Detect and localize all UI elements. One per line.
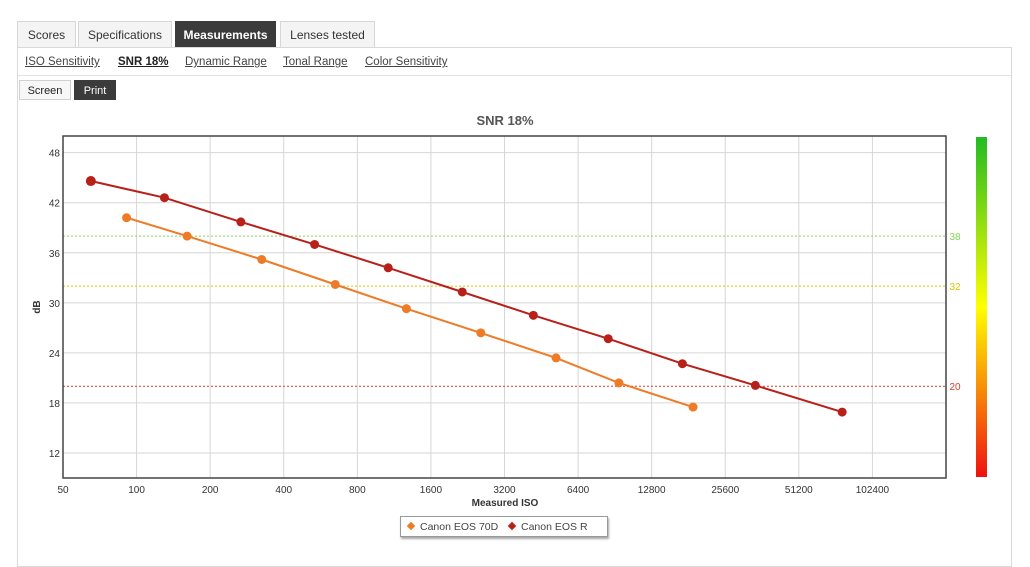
- grid: [63, 136, 946, 478]
- subnav-snr-18[interactable]: SNR 18%: [118, 56, 169, 68]
- tab-lenses-tested[interactable]: Lenses tested: [280, 21, 375, 47]
- legend-marker-eos-70d: [406, 521, 416, 531]
- y-tick-label: 48: [49, 149, 61, 160]
- legend-label-eos-70d: Canon EOS 70D: [420, 521, 499, 533]
- reference-label: 20: [949, 382, 961, 393]
- subnav-iso-sensitivity[interactable]: ISO Sensitivity: [25, 56, 100, 68]
- subnav-tonal-range[interactable]: Tonal Range: [283, 56, 348, 68]
- data-point: [614, 378, 624, 388]
- tab-scores[interactable]: Scores: [17, 21, 76, 47]
- color-scale-bar: [976, 137, 987, 477]
- data-point: [528, 310, 538, 320]
- print-button[interactable]: Print: [74, 80, 116, 100]
- x-tick-label: 51200: [785, 485, 813, 496]
- y-tick-label: 24: [49, 349, 61, 360]
- data-point: [401, 304, 411, 314]
- data-point: [476, 328, 486, 338]
- measurements-panel: ISO Sensitivity SNR 18% Dynamic Range To…: [17, 47, 1012, 567]
- subnav-divider: [18, 75, 1011, 76]
- subnav-color-sensitivity[interactable]: Color Sensitivity: [365, 56, 448, 68]
- x-tick-label: 50: [57, 485, 69, 496]
- chart-title: SNR 18%: [476, 113, 534, 128]
- legend-item-eos-r[interactable]: Canon EOS R: [507, 521, 588, 533]
- tab-specifications[interactable]: Specifications: [78, 21, 172, 47]
- x-tick-label: 12800: [638, 485, 666, 496]
- legend-item-eos-70d[interactable]: Canon EOS 70D: [406, 521, 499, 533]
- chart-legend: Canon EOS 70D Canon EOS R: [400, 516, 608, 537]
- data-point: [603, 334, 613, 344]
- data-point: [159, 193, 169, 203]
- x-tick-label: 400: [275, 485, 292, 496]
- x-tick-label: 200: [202, 485, 219, 496]
- data-point: [330, 279, 340, 289]
- data-point: [688, 402, 698, 412]
- x-tick-label: 6400: [567, 485, 590, 496]
- subnav-dynamic-range[interactable]: Dynamic Range: [185, 56, 267, 68]
- axis-ticks: 50 100 200 400 800 1600 3200 6400 12800 25600 5120…: [49, 149, 890, 496]
- data-point: [551, 353, 561, 363]
- data-point: [383, 263, 393, 273]
- data-point: [236, 217, 246, 227]
- data-point: [310, 239, 320, 249]
- data-point: [750, 380, 760, 390]
- x-tick-label: 800: [349, 485, 366, 496]
- y-tick-label: 12: [49, 449, 61, 460]
- data-series: [85, 176, 847, 417]
- data-point: [122, 213, 132, 223]
- legend-marker-eos-r: [507, 521, 517, 531]
- x-tick-label: 1600: [420, 485, 443, 496]
- y-axis-label: dB: [32, 300, 43, 313]
- plot-frame: [62, 135, 947, 479]
- data-point: [837, 407, 847, 417]
- y-tick-label: 42: [49, 199, 61, 210]
- x-axis-label: Measured ISO: [472, 498, 539, 509]
- legend-label-eos-r: Canon EOS R: [521, 521, 588, 533]
- y-tick-label: 18: [49, 399, 61, 410]
- reference-label: 32: [949, 282, 961, 293]
- x-tick-label: 3200: [493, 485, 516, 496]
- reference-label: 38: [949, 232, 961, 243]
- data-point: [457, 287, 467, 297]
- data-point: [257, 254, 267, 264]
- y-tick-label: 36: [49, 249, 61, 260]
- y-tick-label: 30: [49, 299, 61, 310]
- screen-button[interactable]: Screen: [19, 80, 71, 100]
- x-tick-label: 102400: [856, 485, 890, 496]
- data-point: [182, 231, 192, 241]
- x-tick-label: 100: [128, 485, 145, 496]
- series-line-0: [126, 216, 694, 409]
- series-line-1: [90, 180, 843, 414]
- reference-lines: 38 32 20: [63, 232, 961, 393]
- data-point: [85, 176, 96, 187]
- tab-measurements[interactable]: Measurements: [175, 21, 276, 47]
- data-point: [677, 359, 687, 369]
- x-tick-label: 25600: [711, 485, 739, 496]
